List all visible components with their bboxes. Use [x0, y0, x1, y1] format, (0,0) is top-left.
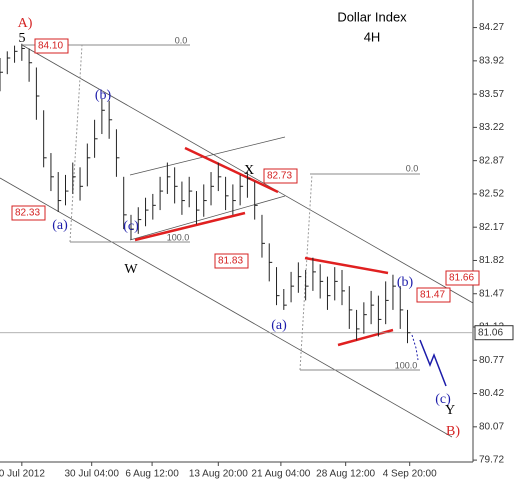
y-tick-label: 80.42 — [479, 388, 504, 399]
y-tick-label: 82.87 — [479, 155, 504, 166]
last-price-label: 81.06 — [478, 327, 503, 338]
wave-label: 5 — [19, 31, 26, 46]
red-line — [304, 256, 389, 275]
price-tag-box — [11, 205, 46, 221]
projection — [419, 339, 447, 387]
red-line — [184, 146, 279, 194]
drawings — [0, 44, 474, 438]
wave-label: (a) — [52, 218, 68, 233]
chart-subtitle: 4H — [364, 29, 381, 44]
wave-label: B) — [446, 424, 460, 439]
x-tick-label: 30 Jul 04:00 — [64, 469, 119, 480]
x-tick-label: 6 Aug 12:00 — [125, 469, 179, 480]
y-tick-label: 84.27 — [479, 22, 504, 33]
fib-label: 100.0 — [167, 232, 190, 242]
y-tick-label: 83.22 — [479, 122, 504, 133]
x-tick-label: 0 Jul 2012 — [0, 469, 45, 480]
price-tag: 84.10 — [38, 41, 63, 52]
price-tag-box — [263, 168, 298, 184]
price-tag: 81.83 — [218, 256, 243, 267]
y-tick-label: 81.47 — [479, 288, 504, 299]
projection — [411, 334, 419, 361]
wave-label: (b) — [397, 275, 414, 290]
chart-title: Dollar Index — [337, 9, 407, 24]
fib-line — [69, 44, 83, 243]
price-tag-box — [416, 287, 451, 303]
wave-label: (a) — [271, 318, 287, 333]
wave-label: (b) — [95, 88, 112, 103]
y-tick-label: 82.52 — [479, 189, 504, 200]
fib-line — [299, 173, 313, 371]
fib-label: 0.0 — [406, 163, 419, 173]
wave-label: W — [124, 262, 138, 277]
price-tag-box — [34, 38, 69, 54]
fib-label: 0.0 — [175, 35, 188, 45]
channel-line — [0, 177, 453, 438]
flag-line — [129, 195, 286, 241]
last-price-box — [474, 325, 514, 341]
price-tag: 82.73 — [267, 171, 292, 182]
x-tick-label: 21 Aug 04:00 — [251, 469, 310, 480]
x-tick-label: 4 Sep 20:00 — [383, 469, 437, 480]
y-tick-label: 79.72 — [479, 455, 504, 466]
red-line — [337, 328, 394, 347]
y-tick-label: 82.17 — [479, 222, 504, 233]
y-tick-label: 80.07 — [479, 421, 504, 432]
wave-label: A) — [18, 16, 33, 31]
flag-line — [129, 136, 286, 176]
wave-label: X — [244, 163, 254, 178]
y-tick-label: 81.82 — [479, 255, 504, 266]
price-tag-box — [445, 270, 480, 286]
fib-label: 100.0 — [395, 360, 418, 370]
y-tick-label: 80.77 — [479, 355, 504, 366]
wave-label: (c) — [435, 392, 451, 407]
y-tick-label: 83.92 — [479, 55, 504, 66]
price-tag: 81.47 — [420, 290, 445, 301]
red-line — [134, 211, 246, 242]
wave-label: Y — [445, 403, 455, 418]
wave-label: (c) — [123, 219, 139, 234]
x-tick-label: 28 Aug 12:00 — [316, 469, 375, 480]
price-tag-box — [214, 253, 249, 269]
x-tick-label: 13 Aug 20:00 — [189, 469, 248, 480]
price-tag: 81.66 — [449, 273, 474, 284]
y-tick-label: 83.57 — [479, 89, 504, 100]
price-tag: 82.33 — [15, 208, 40, 219]
